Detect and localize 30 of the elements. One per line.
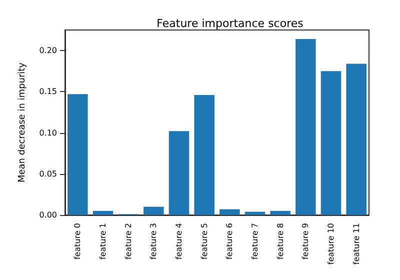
bar (296, 39, 316, 215)
x-tick-label: feature 4 (174, 223, 184, 260)
bar (244, 212, 266, 215)
bar (194, 94, 214, 215)
bar (320, 71, 342, 215)
x-tick-label: feature 11 (352, 223, 361, 265)
bar (168, 131, 190, 215)
x-tick-label: feature 2 (124, 223, 133, 260)
x-tick-label: feature 5 (200, 223, 209, 260)
x-tick-label: feature 9 (301, 223, 310, 260)
chart-title: Feature importance scores (156, 17, 304, 30)
bar (68, 94, 88, 215)
x-tick-label: feature 3 (149, 223, 158, 260)
x-tick-label: feature 1 (98, 223, 108, 260)
x-tick-label: feature 10 (326, 223, 336, 265)
x-tick-label: feature 7 (250, 223, 260, 260)
x-tick-label: feature 0 (73, 223, 82, 260)
y-tick-label: 0.05 (39, 169, 57, 178)
y-tick-label: 0.20 (39, 46, 57, 56)
x-tick-label: feature 8 (276, 223, 285, 260)
bar (92, 210, 114, 215)
y-tick-label: 0.00 (39, 210, 57, 220)
bar (346, 64, 366, 215)
bar (270, 210, 290, 215)
bar (144, 206, 164, 215)
y-axis-title: Mean decrease in impurity (18, 62, 28, 183)
y-tick-label: 0.10 (39, 128, 57, 138)
x-tick-label: feature 6 (225, 223, 234, 260)
y-tick-label: 0.15 (39, 87, 57, 96)
bar (220, 209, 240, 215)
